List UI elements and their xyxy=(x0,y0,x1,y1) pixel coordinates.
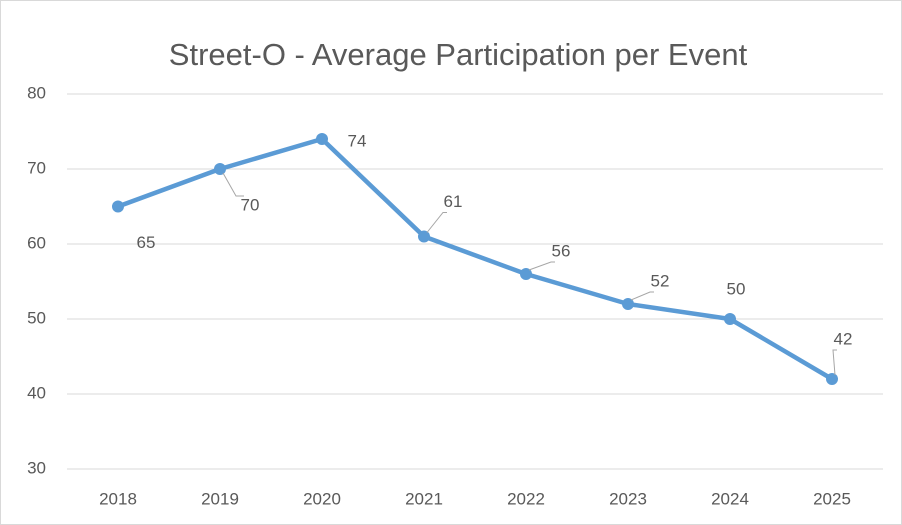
data-point xyxy=(112,200,124,213)
data-label: 50 xyxy=(727,279,746,298)
chart-title: Street-O - Average Participation per Eve… xyxy=(169,37,748,72)
y-tick-label: 40 xyxy=(27,383,46,402)
y-tick-label: 80 xyxy=(27,83,46,102)
data-point xyxy=(826,373,838,385)
data-label: 56 xyxy=(552,241,571,260)
leader-line xyxy=(832,349,837,376)
x-tick-label: 2025 xyxy=(813,489,851,508)
line xyxy=(115,136,835,382)
leader-line xyxy=(426,212,447,233)
x-tick-label: 2020 xyxy=(303,489,341,508)
data-label: 61 xyxy=(444,192,463,211)
data-point xyxy=(724,313,736,325)
x-tick-label: 2024 xyxy=(711,489,749,508)
data-point xyxy=(520,268,532,280)
leader-line xyxy=(222,172,244,197)
x-tick-label: 2018 xyxy=(99,489,137,508)
data-point xyxy=(214,163,226,175)
y-tick-label: 30 xyxy=(27,458,46,477)
y-tick-label: 50 xyxy=(27,308,46,327)
x-tick-label: 2023 xyxy=(609,489,647,508)
x-tick-label: 2019 xyxy=(201,489,239,508)
leader-line xyxy=(528,261,555,271)
y-tick-label: 60 xyxy=(27,233,46,252)
leader-line xyxy=(630,291,654,301)
x-tick-label: 2022 xyxy=(507,489,545,508)
data-label: 42 xyxy=(834,329,853,348)
data-point xyxy=(418,230,430,243)
data-point xyxy=(622,298,634,310)
data-label: 65 xyxy=(137,233,156,252)
data-label: 52 xyxy=(651,271,670,290)
data-label: 70 xyxy=(241,195,260,214)
data-label: 74 xyxy=(348,131,367,150)
x-tick-label: 2021 xyxy=(405,489,443,508)
y-tick-label: 70 xyxy=(27,158,46,177)
data-point xyxy=(316,133,328,145)
